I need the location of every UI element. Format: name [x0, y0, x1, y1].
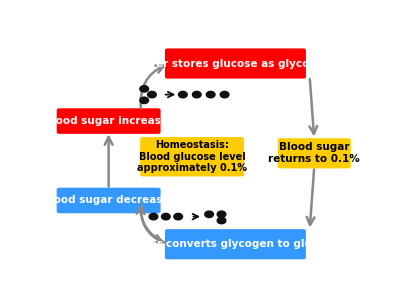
- FancyBboxPatch shape: [57, 188, 160, 213]
- Circle shape: [192, 91, 201, 98]
- Circle shape: [140, 97, 148, 103]
- Circle shape: [140, 86, 148, 92]
- FancyBboxPatch shape: [165, 48, 306, 79]
- FancyBboxPatch shape: [165, 229, 306, 259]
- Text: Blood sugar increases: Blood sugar increases: [43, 116, 174, 126]
- Circle shape: [162, 213, 170, 220]
- Circle shape: [217, 211, 226, 218]
- Circle shape: [178, 91, 187, 98]
- FancyBboxPatch shape: [140, 137, 244, 176]
- Circle shape: [220, 91, 229, 98]
- Circle shape: [217, 217, 226, 224]
- Circle shape: [148, 91, 156, 98]
- Circle shape: [149, 213, 158, 220]
- Circle shape: [174, 213, 182, 220]
- Circle shape: [206, 91, 215, 98]
- Text: Blood sugar decreases: Blood sugar decreases: [42, 196, 176, 205]
- FancyBboxPatch shape: [278, 138, 351, 168]
- Text: Homeostasis:
Blood glucose level
approximately 0.1%: Homeostasis: Blood glucose level approxi…: [137, 140, 247, 173]
- Text: Liver converts glycogen to glucose: Liver converts glycogen to glucose: [132, 239, 338, 249]
- Text: Liver stores glucose as glycogen: Liver stores glucose as glycogen: [139, 59, 332, 68]
- FancyBboxPatch shape: [57, 108, 160, 134]
- Circle shape: [205, 211, 213, 218]
- Text: Blood sugar
returns to 0.1%: Blood sugar returns to 0.1%: [269, 143, 360, 164]
